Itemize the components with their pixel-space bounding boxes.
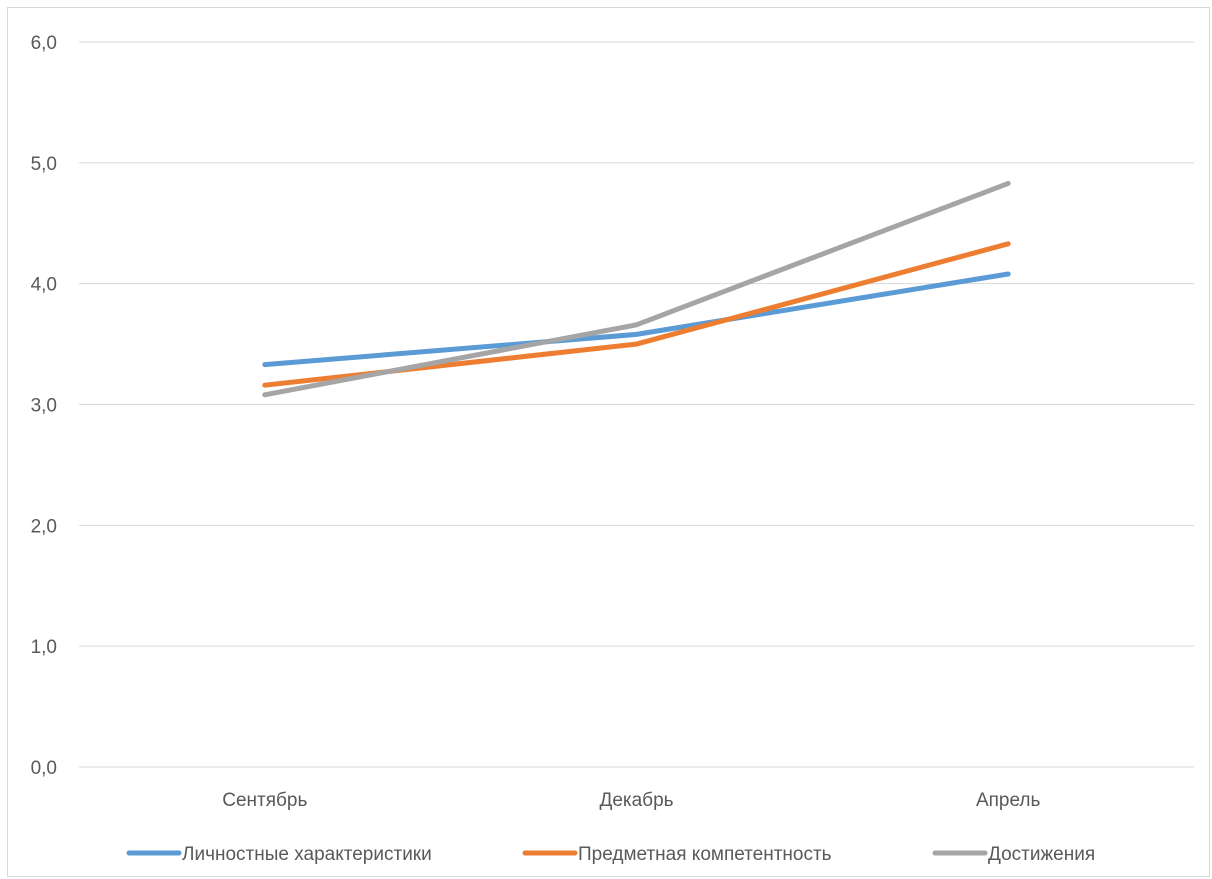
legend-label: Достижения xyxy=(988,844,1095,865)
series-line xyxy=(262,271,1011,368)
y-axis-tick-labels: 0,0 1,0 2,0 3,0 4,0 5,0 6,0 xyxy=(31,33,57,779)
chart-area xyxy=(7,7,1210,877)
y-tick-label: 2,0 xyxy=(31,516,57,537)
x-tick-label: Апрель xyxy=(976,790,1041,811)
legend: Личностные характеристики Предметная комп… xyxy=(126,844,1095,865)
y-tick-label: 3,0 xyxy=(31,396,57,417)
x-tick-label: Сентябрь xyxy=(222,790,307,811)
series-line xyxy=(262,180,1011,398)
y-tick-label: 6,0 xyxy=(31,33,57,54)
y-tick-label: 0,0 xyxy=(31,758,57,779)
y-tick-label: 1,0 xyxy=(31,637,57,658)
series-lines xyxy=(262,180,1011,398)
x-axis-tick-labels: Сентябрь Декабрь Апрель xyxy=(222,790,1040,811)
y-tick-label: 4,0 xyxy=(31,275,57,296)
gridlines xyxy=(79,41,1194,768)
series-line xyxy=(262,241,1011,388)
legend-label: Личностные характеристики xyxy=(182,844,432,865)
legend-label: Предметная компетентность xyxy=(578,844,832,865)
y-tick-label: 5,0 xyxy=(31,154,57,175)
x-tick-label: Декабрь xyxy=(599,790,673,811)
